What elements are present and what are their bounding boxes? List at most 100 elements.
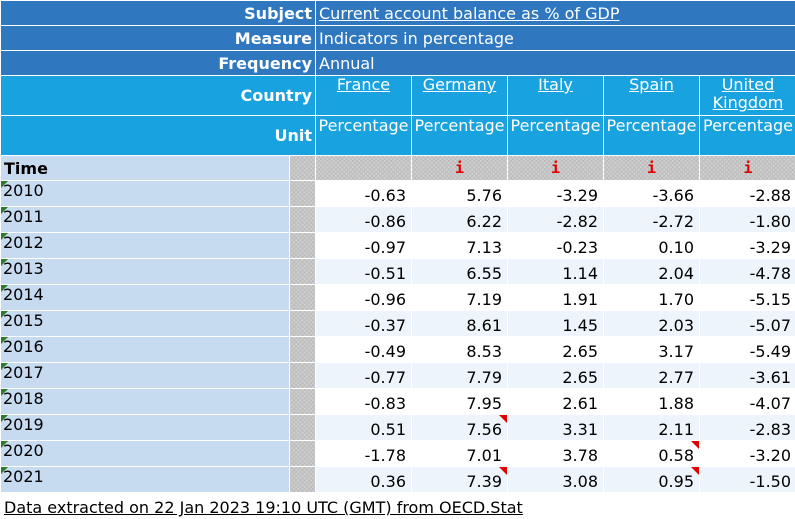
- value-cell: 7.79: [412, 363, 507, 388]
- info-flag-icon[interactable]: i: [604, 156, 699, 180]
- hatch-cell: [290, 156, 315, 180]
- value-text: 1.88: [658, 394, 694, 413]
- value-text: 1.70: [658, 290, 694, 309]
- value-text: 0.95: [658, 472, 694, 491]
- value-cell: 2.65: [508, 363, 603, 388]
- value-text: -0.96: [364, 290, 406, 309]
- value-cell: 2.61: [508, 389, 603, 414]
- value-cell: 1.45: [508, 311, 603, 336]
- value-cell: 2.04: [604, 259, 699, 284]
- hatch-cell: [290, 389, 315, 414]
- value-text: -1.50: [749, 472, 792, 491]
- value-cell: 6.22: [412, 207, 507, 232]
- country-link[interactable]: Germany: [422, 76, 497, 94]
- year-label: 2021: [3, 467, 44, 486]
- value-cell: -1.50: [700, 467, 795, 492]
- value-text: 6.55: [466, 264, 502, 283]
- unit-row: Unit Percentage Percentage Percentage Perce…: [1, 116, 795, 155]
- hatch-cell: [290, 207, 315, 232]
- value-cell: -0.63: [316, 181, 411, 206]
- value-cell: -0.37: [316, 311, 411, 336]
- info-flag-icon[interactable]: i: [412, 156, 507, 180]
- value-cell: 1.14: [508, 259, 603, 284]
- note-flag-icon[interactable]: [691, 441, 699, 449]
- country-link[interactable]: France: [336, 76, 391, 94]
- value-cell: 1.91: [508, 285, 603, 310]
- unit-header-4: Percentage: [700, 116, 795, 155]
- country-link[interactable]: Spain: [629, 76, 674, 94]
- country-link[interactable]: United Kingdom: [712, 76, 784, 112]
- value-text: -0.77: [364, 368, 406, 387]
- value-text: -2.82: [556, 212, 598, 231]
- value-cell: -3.66: [604, 181, 699, 206]
- year-cell: 2012: [1, 233, 289, 258]
- value-cell: 3.78: [508, 441, 603, 466]
- year-cell: 2013: [1, 259, 289, 284]
- value-cell: -0.23: [508, 233, 603, 258]
- value-text: -0.86: [364, 212, 406, 231]
- green-corner-icon: [1, 285, 8, 292]
- oecd-data-table: Subject Current account balance as % of …: [0, 0, 795, 493]
- unit-label: Unit: [1, 116, 315, 155]
- green-corner-icon: [1, 441, 8, 448]
- value-text: 7.19: [466, 290, 502, 309]
- value-text: -3.29: [556, 186, 598, 205]
- value-text: -0.23: [556, 238, 598, 257]
- value-text: 5.76: [466, 186, 502, 205]
- table-row: 2011 -0.86 6.22 -2.82 -2.72 -1.80: [1, 207, 795, 232]
- table-row: 2017 -0.77 7.79 2.65 2.77 -3.61: [1, 363, 795, 388]
- value-text: 2.11: [658, 420, 694, 439]
- value-text: 0.10: [658, 238, 694, 257]
- value-cell: 0.51: [316, 415, 411, 440]
- year-cell: 2021: [1, 467, 289, 492]
- value-text: 3.17: [658, 342, 694, 361]
- value-text: -5.49: [749, 342, 792, 361]
- value-text: 8.61: [466, 316, 502, 335]
- table-row: 2020 -1.78 7.01 3.78 0.58 -3.20: [1, 441, 795, 466]
- year-label: 2010: [3, 181, 44, 200]
- unit-header-0: Percentage: [316, 116, 411, 155]
- table-row: 2015 -0.37 8.61 1.45 2.03 -5.07: [1, 311, 795, 336]
- value-text: 8.53: [466, 342, 502, 361]
- value-cell: 7.01: [412, 441, 507, 466]
- value-cell: 2.11: [604, 415, 699, 440]
- country-header-4: United Kingdom: [700, 76, 795, 115]
- value-text: -0.83: [364, 394, 406, 413]
- green-corner-icon: [1, 311, 8, 318]
- value-text: 2.61: [562, 394, 598, 413]
- info-flag-icon[interactable]: i: [700, 156, 795, 180]
- subject-link[interactable]: Current account balance as % of GDP: [319, 3, 620, 23]
- value-text: -4.07: [749, 394, 792, 413]
- green-corner-icon: [1, 363, 8, 370]
- value-text: 2.04: [658, 264, 694, 283]
- country-link[interactable]: Italy: [538, 76, 573, 94]
- frequency-row: Frequency Annual: [1, 51, 795, 75]
- value-text: -0.51: [364, 264, 406, 283]
- footer-link[interactable]: Data extracted on 22 Jan 2023 19:10 UTC …: [4, 498, 523, 517]
- value-cell: -0.96: [316, 285, 411, 310]
- hatch-cell: [290, 363, 315, 388]
- value-cell: -0.86: [316, 207, 411, 232]
- value-text: -1.78: [364, 446, 406, 465]
- time-label: Time: [1, 156, 289, 180]
- info-flag-icon[interactable]: i: [508, 156, 603, 180]
- country-label: Country: [1, 76, 315, 115]
- year-label: 2015: [3, 311, 44, 330]
- value-cell: 7.39: [412, 467, 507, 492]
- value-text: 2.65: [562, 342, 598, 361]
- frequency-value: Annual: [316, 51, 795, 75]
- note-flag-icon[interactable]: [499, 415, 507, 423]
- value-cell: 6.55: [412, 259, 507, 284]
- value-text: 7.95: [466, 394, 502, 413]
- note-flag-icon[interactable]: [691, 467, 699, 475]
- green-corner-icon: [1, 233, 8, 240]
- table-row: 2012 -0.97 7.13 -0.23 0.10 -3.29: [1, 233, 795, 258]
- value-text: 2.03: [658, 316, 694, 335]
- note-flag-icon[interactable]: [499, 467, 507, 475]
- value-text: 1.91: [562, 290, 598, 309]
- year-label: 2013: [3, 259, 44, 278]
- value-cell: -1.78: [316, 441, 411, 466]
- value-cell: -4.78: [700, 259, 795, 284]
- green-corner-icon: [1, 467, 8, 474]
- subject-row: Subject Current account balance as % of …: [1, 1, 795, 25]
